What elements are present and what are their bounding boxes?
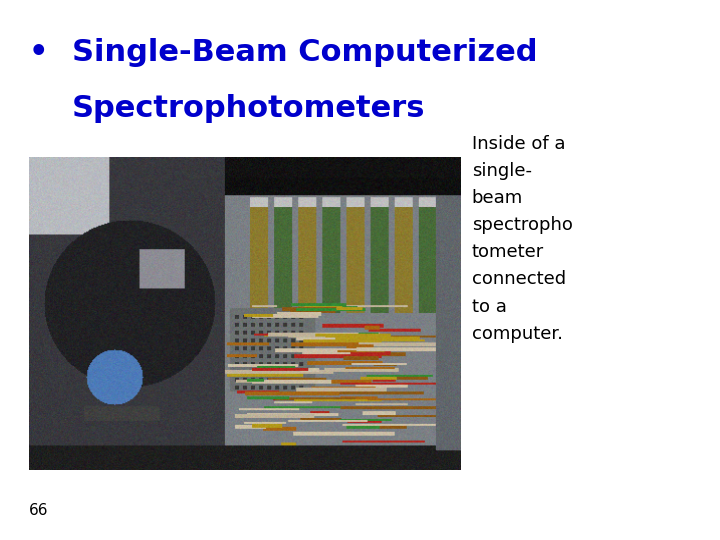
Text: Spectrophotometers: Spectrophotometers — [72, 94, 426, 124]
Text: Inside of a
single-
beam
spectropho
tometer
connected
to a
computer.: Inside of a single- beam spectropho tome… — [472, 135, 572, 343]
Text: •: • — [29, 38, 48, 67]
Text: Single-Beam Computerized: Single-Beam Computerized — [72, 38, 538, 67]
Text: 66: 66 — [29, 503, 48, 518]
